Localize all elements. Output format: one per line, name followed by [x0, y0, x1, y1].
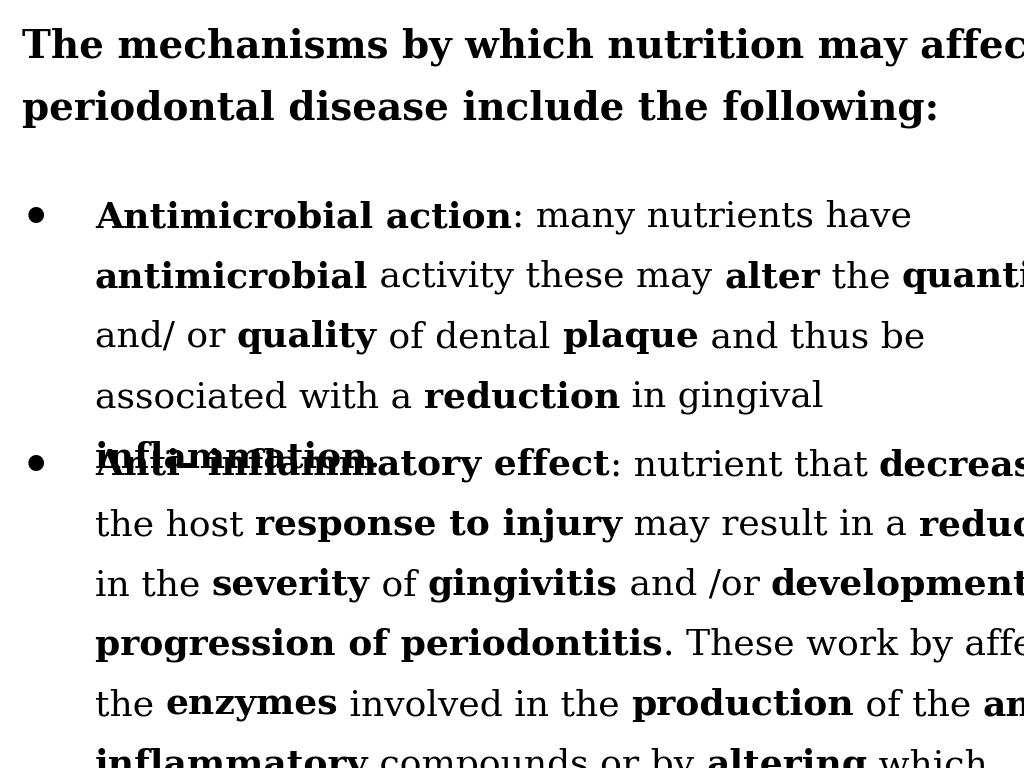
Text: quality: quality: [237, 320, 377, 355]
Text: : many nutrients have: : many nutrients have: [512, 200, 912, 234]
Text: involved in the: involved in the: [338, 688, 632, 722]
Text: and /or: and /or: [617, 568, 771, 602]
Text: anti-: anti-: [983, 688, 1024, 722]
Text: Anti- inflammatory effect: Anti- inflammatory effect: [95, 448, 609, 482]
Text: compounds or by: compounds or by: [369, 748, 707, 768]
Text: response to injury: response to injury: [255, 508, 623, 542]
Text: quantity: quantity: [902, 260, 1024, 294]
Text: in gingival: in gingival: [620, 380, 823, 415]
Text: decrease: decrease: [879, 448, 1024, 482]
Text: •: •: [22, 446, 50, 489]
Text: •: •: [22, 198, 50, 241]
Text: of: of: [370, 568, 428, 602]
Text: severity: severity: [212, 568, 370, 603]
Text: and thus be: and thus be: [698, 320, 925, 354]
Text: reduction: reduction: [424, 380, 620, 414]
Text: associated with a: associated with a: [95, 380, 424, 414]
Text: production: production: [632, 688, 854, 722]
Text: . These work by affecting: . These work by affecting: [663, 628, 1024, 663]
Text: in the: in the: [95, 568, 212, 602]
Text: activity these may: activity these may: [369, 260, 724, 294]
Text: Antimicrobial action: Antimicrobial action: [95, 200, 512, 234]
Text: The mechanisms by which nutrition may affect: The mechanisms by which nutrition may af…: [22, 28, 1024, 67]
Text: inflammatory: inflammatory: [95, 748, 369, 768]
Text: gingivitis: gingivitis: [428, 568, 617, 603]
Text: the: the: [820, 260, 902, 294]
Text: progression of periodontitis: progression of periodontitis: [95, 628, 663, 663]
Text: : nutrient that: : nutrient that: [609, 448, 879, 482]
Text: .: .: [369, 440, 380, 474]
Text: which: which: [867, 748, 988, 768]
Text: of dental: of dental: [377, 320, 562, 354]
Text: reduction: reduction: [919, 508, 1024, 542]
Text: development: development: [771, 568, 1024, 602]
Text: antimicrobial: antimicrobial: [95, 260, 369, 294]
Text: and/ or: and/ or: [95, 320, 237, 354]
Text: periodontal disease include the following:: periodontal disease include the followin…: [22, 90, 939, 128]
Text: alter: alter: [724, 260, 820, 294]
Text: of the: of the: [854, 688, 983, 722]
Text: inflammation: inflammation: [95, 440, 369, 474]
Text: enzymes: enzymes: [166, 688, 338, 722]
Text: altering: altering: [707, 748, 867, 768]
Text: may result in a: may result in a: [623, 508, 919, 542]
Text: the host: the host: [95, 508, 255, 542]
Text: plaque: plaque: [562, 320, 698, 354]
Text: the: the: [95, 688, 166, 722]
